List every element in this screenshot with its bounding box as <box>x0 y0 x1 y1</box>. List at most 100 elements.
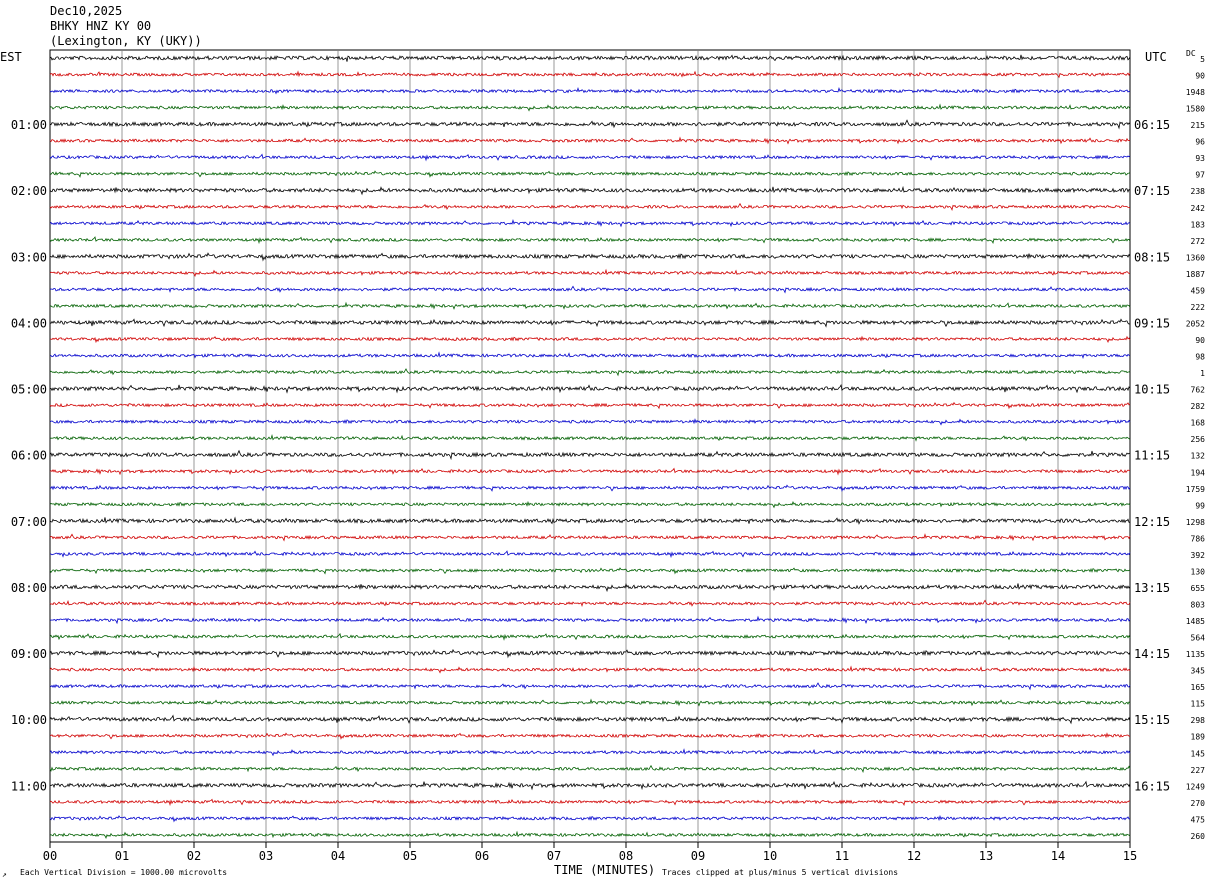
x-tick-label: 06 <box>475 849 489 863</box>
trace-line <box>49 648 1131 659</box>
dc-offset-label: 270 <box>1191 799 1206 808</box>
est-hour-label: 04:00 <box>11 316 47 330</box>
trace-line <box>49 368 1131 377</box>
trace-line <box>49 615 1131 625</box>
dc-offset-label: 1249 <box>1186 782 1205 791</box>
trace-line <box>49 830 1131 839</box>
trace-line <box>49 103 1131 112</box>
est-hour-label: 03:00 <box>11 250 47 264</box>
utc-hour-label: 14:15 <box>1134 647 1170 661</box>
trace-line <box>49 682 1131 691</box>
trace-line <box>49 582 1131 593</box>
x-tick-label: 14 <box>1051 849 1065 863</box>
est-hour-label: 07:00 <box>11 515 47 529</box>
trace-line <box>49 533 1131 542</box>
trace-line <box>49 764 1131 774</box>
x-tick-label: 03 <box>259 849 273 863</box>
dc-offset-label: 298 <box>1191 716 1206 725</box>
trace-line <box>49 484 1131 492</box>
est-hour-label: 10:00 <box>11 713 47 727</box>
dc-offset-label: 96 <box>1195 138 1205 147</box>
x-tick-label: 11 <box>835 849 849 863</box>
utc-hour-label: 15:15 <box>1134 713 1170 727</box>
utc-hour-label: 10:15 <box>1134 383 1170 397</box>
trace-line <box>49 170 1131 178</box>
utc-hour-label: 13:15 <box>1134 581 1170 595</box>
dc-offset-label: 242 <box>1191 204 1206 213</box>
x-tick-label: 02 <box>187 849 201 863</box>
trace-line <box>49 567 1131 575</box>
dc-offset-label: 475 <box>1191 815 1206 824</box>
dc-offset-label: 1360 <box>1186 253 1205 262</box>
trace-line <box>49 285 1131 294</box>
trace-line <box>49 119 1131 130</box>
dc-offset-label: 99 <box>1195 501 1205 510</box>
x-axis-title: TIME (MINUTES) <box>554 863 656 877</box>
dc-offset-label: 786 <box>1191 534 1206 543</box>
trace-line <box>49 70 1131 79</box>
dc-offset-label: 1485 <box>1186 617 1205 626</box>
est-hour-label: 06:00 <box>11 449 47 463</box>
dc-offset-label: 392 <box>1191 551 1206 560</box>
dc-offset-label: 2052 <box>1186 319 1205 328</box>
trace-line <box>49 632 1131 641</box>
trace-line <box>49 550 1131 559</box>
x-tick-label: 01 <box>115 849 129 863</box>
trace-line <box>49 418 1131 426</box>
location-label: (Lexington, KY (UKY)) <box>50 34 202 48</box>
dc-offset-label: 1580 <box>1186 105 1205 114</box>
dc-offset-label: 564 <box>1191 634 1206 643</box>
est-hour-label: 09:00 <box>11 647 47 661</box>
dc-offset-label: 260 <box>1191 832 1206 841</box>
trace-line <box>49 500 1131 509</box>
trace-line <box>49 153 1131 162</box>
trace-line <box>49 351 1131 359</box>
corner-mark: ↗ <box>2 870 7 879</box>
utc-hour-label: 06:15 <box>1134 118 1170 132</box>
trace-line <box>49 401 1131 410</box>
trace-line <box>49 136 1131 145</box>
trace-line <box>49 516 1130 525</box>
trace-line <box>49 86 1131 95</box>
clip-note: Traces clipped at plus/minus 5 vertical … <box>662 868 899 877</box>
dc-offset-label: 5 <box>1200 55 1205 64</box>
dc-offset-label: 227 <box>1191 766 1206 775</box>
trace-line <box>49 665 1131 674</box>
trace-line <box>49 218 1131 228</box>
dc-offset-label: 168 <box>1191 419 1206 428</box>
x-tick-label: 04 <box>331 849 345 863</box>
dc-offset-label: 194 <box>1191 468 1206 477</box>
trace-line <box>49 54 1131 62</box>
trace-line <box>49 599 1131 607</box>
dc-offset-label: 272 <box>1191 237 1206 246</box>
dc-offset-label: 90 <box>1195 336 1205 345</box>
trace-line <box>49 383 1131 394</box>
dc-offset-label: 345 <box>1191 667 1206 676</box>
dc-offset-label: 222 <box>1191 303 1206 312</box>
dc-offset-label: 189 <box>1191 733 1206 742</box>
trace-line <box>49 732 1131 740</box>
dc-offset-label: 98 <box>1195 353 1205 362</box>
dc-offset-label: 803 <box>1191 600 1206 609</box>
dc-offset-label: 145 <box>1191 749 1206 758</box>
trace-line <box>49 236 1131 245</box>
dc-offset-label: 1135 <box>1186 650 1205 659</box>
x-tick-label: 09 <box>691 849 705 863</box>
trace-line <box>49 202 1131 212</box>
trace-line <box>49 185 1131 196</box>
trace-line <box>49 318 1131 328</box>
utc-hour-label: 07:15 <box>1134 184 1170 198</box>
left-timezone-label: EST <box>0 50 22 64</box>
right-timezone-label: UTC <box>1145 50 1167 64</box>
utc-hour-label: 09:15 <box>1134 316 1170 330</box>
x-tick-label: 05 <box>403 849 417 863</box>
x-tick-label: 12 <box>907 849 921 863</box>
utc-hour-label: 08:15 <box>1134 250 1170 264</box>
trace-line <box>49 335 1131 344</box>
trace-line <box>49 449 1131 461</box>
est-hour-label: 01:00 <box>11 118 47 132</box>
dc-offset-header: DC <box>1186 49 1196 58</box>
dc-offset-label: 115 <box>1191 700 1206 709</box>
station-label: BHKY HNZ KY 00 <box>50 19 152 33</box>
dc-offset-label: 97 <box>1195 171 1205 180</box>
